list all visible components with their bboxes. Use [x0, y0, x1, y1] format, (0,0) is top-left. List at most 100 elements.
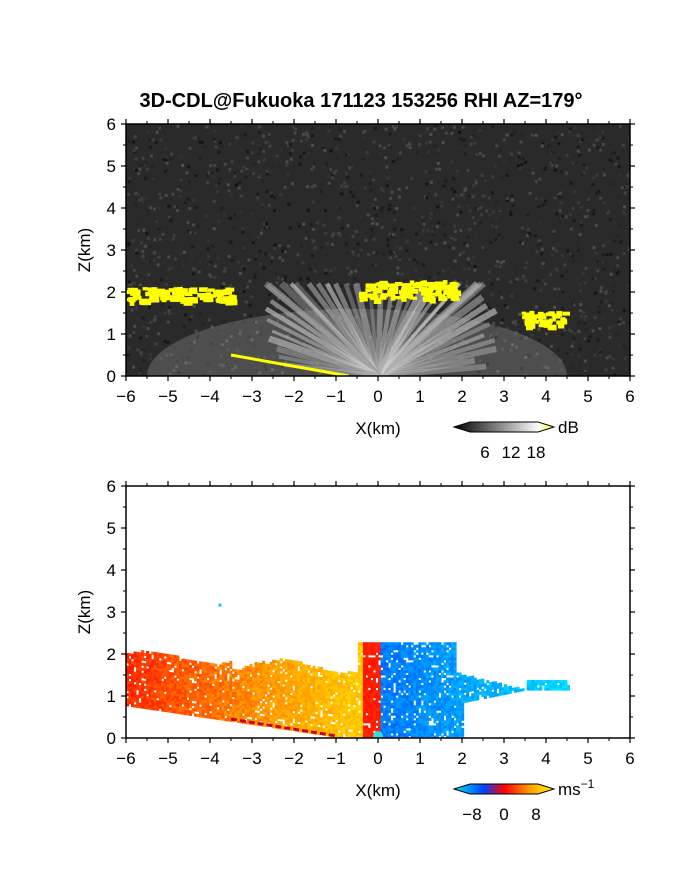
cloud-pixel	[525, 324, 533, 331]
velocity-pixel	[347, 716, 351, 720]
velocity-pixel	[395, 720, 399, 724]
velocity-pixel	[335, 727, 339, 731]
velocity-pixel	[161, 703, 165, 707]
noise-pixel	[400, 272, 404, 276]
noise-pixel	[577, 151, 581, 155]
velocity-pixel	[153, 702, 157, 706]
velocity-pixel	[299, 689, 303, 693]
noise-pixel	[550, 344, 554, 348]
noise-pixel	[291, 129, 295, 133]
noise-pixel	[265, 222, 269, 226]
backscatter-x-tick-label: 1	[415, 387, 424, 406]
velocity-pixel	[241, 675, 245, 679]
noise-pixel	[392, 210, 396, 214]
velocity-pixel	[287, 689, 291, 693]
velocity-pixel	[254, 664, 258, 668]
noise-pixel	[523, 319, 527, 323]
noise-pixel	[564, 293, 568, 297]
noise-pixel	[142, 196, 146, 200]
noise-pixel	[312, 165, 316, 169]
velocity-pixel	[287, 714, 291, 718]
velocity-pixel	[206, 707, 210, 711]
noise-pixel	[225, 362, 229, 366]
velocity-pixel	[181, 666, 185, 670]
velocity-pixel	[252, 684, 255, 688]
velocity-pixel	[257, 702, 261, 706]
velocity-pixel	[362, 732, 366, 736]
noise-pixel	[344, 233, 348, 237]
velocity-pixel	[216, 684, 220, 688]
noise-pixel	[209, 341, 213, 345]
noise-pixel	[231, 259, 235, 263]
velocity-pixel	[403, 644, 407, 648]
noise-pixel	[475, 234, 479, 238]
velocity-pixel	[267, 689, 271, 693]
velocity-pixel	[299, 666, 303, 670]
noise-pixel	[402, 137, 406, 141]
noise-pixel	[222, 320, 226, 324]
velocity-pixel	[274, 660, 278, 664]
cloud-pixel	[430, 292, 437, 296]
noise-pixel	[524, 279, 528, 283]
noise-pixel	[258, 262, 262, 266]
velocity-pixel	[380, 715, 384, 719]
velocity-pixel	[264, 711, 268, 715]
velocity-pixel	[375, 705, 379, 709]
velocity-pixel	[400, 707, 404, 711]
velocity-pixel	[158, 680, 162, 684]
velocity-pixel	[244, 695, 248, 699]
velocity-pixel	[302, 719, 306, 723]
velocity-pixel	[395, 652, 399, 656]
noise-pixel	[134, 168, 138, 172]
noise-pixel	[206, 310, 210, 314]
velocity-pixel	[330, 711, 334, 715]
velocity-pixel	[259, 672, 263, 676]
velocity-pixel	[156, 660, 160, 664]
velocity-pixel	[294, 700, 298, 704]
velocity-pixel	[128, 653, 132, 657]
velocity-pixel	[340, 712, 344, 716]
velocity-pixel	[398, 682, 402, 686]
noise-pixel	[466, 257, 470, 261]
velocity-pixel	[267, 674, 271, 678]
velocity-pixel	[317, 729, 321, 733]
velocity-pixel	[259, 693, 263, 697]
noise-pixel	[433, 144, 437, 148]
velocity-pixel	[317, 676, 321, 680]
noise-pixel	[367, 253, 371, 257]
velocity-pixel	[408, 664, 412, 668]
noise-pixel	[228, 167, 232, 171]
velocity-pixel	[241, 687, 245, 691]
noise-pixel	[491, 210, 495, 214]
velocity-pixel	[400, 722, 404, 726]
noise-pixel	[616, 264, 620, 268]
velocity-pixel	[335, 681, 339, 685]
velocity-pixel	[362, 662, 366, 666]
velocity-pixel	[352, 686, 356, 690]
backscatter-x-axis-label: X(km)	[355, 419, 400, 438]
velocity-pixel	[269, 682, 273, 686]
noise-pixel	[457, 150, 461, 154]
velocity-pixel	[405, 677, 409, 681]
noise-pixel	[536, 279, 540, 283]
velocity-pixel	[229, 678, 233, 682]
velocity-pixel	[272, 672, 276, 676]
noise-pixel	[438, 307, 442, 311]
velocity-pixel	[340, 677, 344, 681]
noise-pixel	[260, 203, 264, 207]
noise-pixel	[523, 266, 527, 270]
velocity-pixel	[327, 710, 331, 714]
velocity-pixel	[378, 692, 381, 696]
noise-pixel	[146, 261, 150, 265]
cloud-pixel	[540, 313, 546, 317]
velocity-pixel	[393, 732, 397, 736]
backscatter-y-tick-label: 0	[107, 367, 116, 386]
noise-pixel	[405, 262, 409, 266]
velocity-pixel	[143, 700, 147, 704]
velocity-pixel	[378, 669, 381, 673]
noise-pixel	[345, 252, 349, 256]
noise-pixel	[390, 183, 394, 187]
noise-pixel	[351, 249, 355, 253]
velocity-pixel	[133, 691, 137, 695]
velocity-pixel	[302, 674, 306, 678]
